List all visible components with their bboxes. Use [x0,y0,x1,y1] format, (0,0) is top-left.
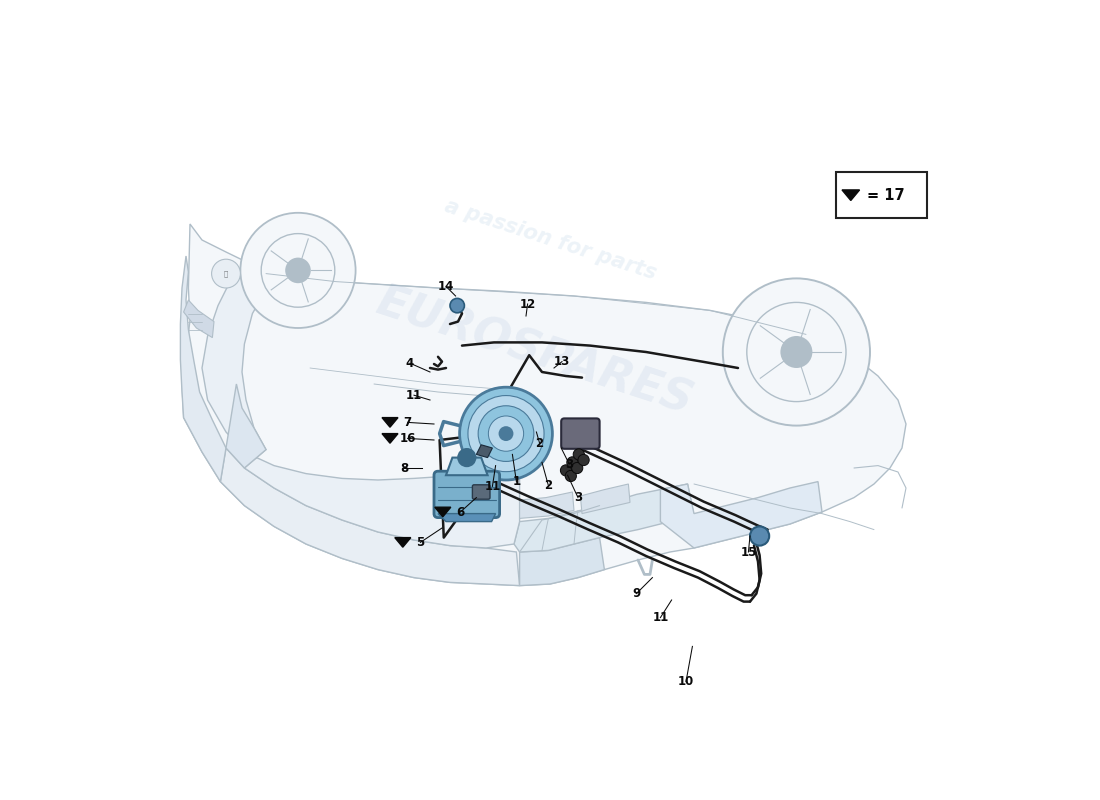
Text: 9: 9 [632,587,640,600]
FancyBboxPatch shape [434,471,499,518]
Text: 14: 14 [438,280,454,293]
Text: 8: 8 [400,462,408,474]
Polygon shape [182,224,906,586]
Text: 🐎: 🐎 [224,270,228,277]
Circle shape [458,448,476,467]
FancyBboxPatch shape [561,418,600,449]
Polygon shape [519,538,604,586]
Polygon shape [180,256,226,482]
Polygon shape [476,445,493,458]
Polygon shape [660,482,822,548]
FancyBboxPatch shape [472,485,490,499]
Text: 11: 11 [652,611,669,624]
Polygon shape [842,190,859,201]
Polygon shape [446,458,487,475]
Circle shape [488,416,524,451]
Text: 5: 5 [416,536,425,549]
Text: 12: 12 [519,298,536,310]
Circle shape [285,258,311,283]
Text: 11: 11 [406,389,422,402]
Polygon shape [382,418,398,427]
Polygon shape [226,384,266,468]
Polygon shape [202,250,519,548]
Circle shape [578,454,590,466]
Text: 6: 6 [456,506,464,518]
Polygon shape [382,434,398,443]
Circle shape [211,259,241,288]
Circle shape [450,298,464,313]
Text: a passion for parts: a passion for parts [441,196,659,284]
Circle shape [572,462,583,474]
Text: 7: 7 [404,416,411,429]
Circle shape [750,526,769,546]
Circle shape [498,426,514,441]
Polygon shape [184,300,214,338]
Circle shape [560,465,572,476]
Polygon shape [434,507,451,517]
Polygon shape [395,538,410,547]
Polygon shape [519,492,574,518]
Circle shape [780,336,813,368]
Text: 2: 2 [544,479,552,492]
FancyBboxPatch shape [836,172,927,218]
Polygon shape [581,484,630,514]
Circle shape [566,457,578,468]
Circle shape [460,387,552,480]
Circle shape [478,406,534,462]
Polygon shape [438,514,496,522]
Circle shape [241,213,355,328]
Text: 10: 10 [678,675,694,688]
Text: = 17: = 17 [867,188,904,202]
Text: 3: 3 [574,491,582,504]
Circle shape [565,470,576,482]
Polygon shape [220,448,519,586]
Text: 16: 16 [399,432,416,445]
Circle shape [573,449,584,460]
Text: 13: 13 [554,355,570,368]
Text: EUROSPARES: EUROSPARES [371,281,697,423]
Text: 15: 15 [740,546,757,558]
Polygon shape [514,484,694,552]
Text: 4: 4 [406,357,414,370]
Text: 11: 11 [484,480,500,493]
Text: 3: 3 [565,458,573,470]
Circle shape [468,395,544,472]
Text: 1: 1 [513,475,520,488]
Circle shape [723,278,870,426]
Text: 2: 2 [536,437,543,450]
